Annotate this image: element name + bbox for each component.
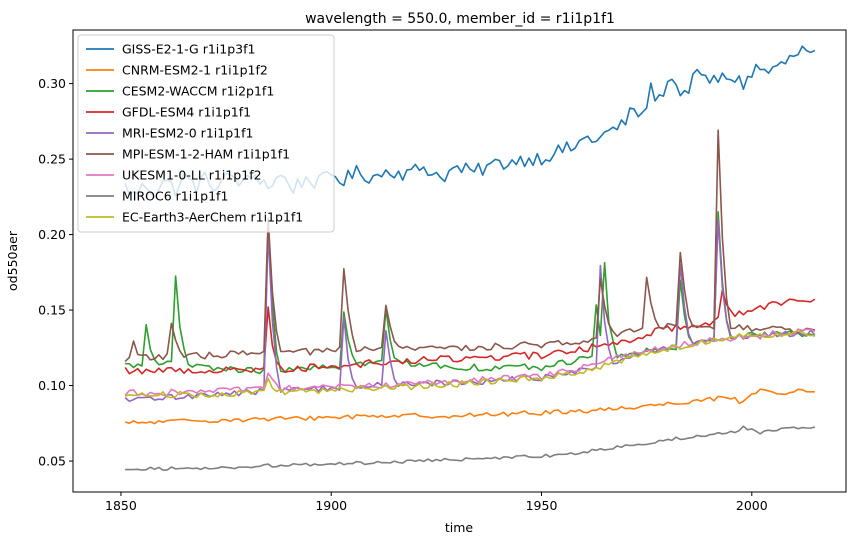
- x-tick-label: 1900: [315, 498, 347, 513]
- y-axis: 0.05 0.10 0.15 0.20 0.25 0.30: [38, 76, 73, 469]
- x-tick-label: 1850: [105, 498, 137, 513]
- legend: GISS-E2-1-G r1i1p3f1 CNRM-ESM2-1 r1i1p1f2…: [77, 34, 335, 233]
- x-axis: 1850 1900 1950 2000: [105, 492, 768, 513]
- series-line-5: [124, 129, 816, 362]
- series-layer: [124, 45, 816, 471]
- x-tick-label: 1950: [526, 498, 558, 513]
- legend-entry-1: CNRM-ESM2-1 r1i1p1f2: [122, 63, 268, 78]
- y-tick-label: 0.05: [38, 454, 66, 469]
- chart-title: wavelength = 550.0, member_id = r1i1p1f1: [305, 11, 615, 27]
- y-tick-label: 0.20: [38, 227, 66, 242]
- y-tick-label: 0.15: [38, 303, 66, 318]
- legend-entry-4: MRI-ESM2-0 r1i1p1f1: [122, 126, 253, 141]
- series-line-1: [124, 388, 815, 425]
- x-axis-label: time: [445, 520, 474, 535]
- series-line-8: [124, 330, 815, 399]
- y-axis-label: od550aer: [5, 230, 20, 291]
- x-tick-label: 2000: [736, 498, 768, 513]
- series-line-3: [124, 289, 816, 375]
- plot-frame: [72, 29, 847, 493]
- legend-box: [77, 34, 335, 233]
- legend-entry-3: GFDL-ESM4 r1i1p1f1: [122, 105, 251, 120]
- legend-entry-2: CESM2-WACCM r1i2p1f1: [122, 84, 274, 99]
- series-line-4: [124, 218, 816, 403]
- legend-entry-0: GISS-E2-1-G r1i1p3f1: [122, 42, 255, 57]
- legend-entry-7: MIROC6 r1i1p1f1: [122, 189, 228, 204]
- y-tick-label: 0.10: [38, 378, 66, 393]
- legend-entry-5: MPI-ESM-1-2-HAM r1i1p1f1: [122, 147, 290, 162]
- series-line-7: [125, 425, 816, 471]
- y-tick-label: 0.30: [38, 76, 66, 91]
- legend-entry-6: UKESM1-0-LL r1i1p1f2: [122, 168, 262, 183]
- legend-entry-8: EC-Earth3-AerChem r1i1p1f1: [122, 210, 303, 225]
- y-tick-label: 0.25: [38, 152, 66, 167]
- series-line-6: [124, 328, 816, 397]
